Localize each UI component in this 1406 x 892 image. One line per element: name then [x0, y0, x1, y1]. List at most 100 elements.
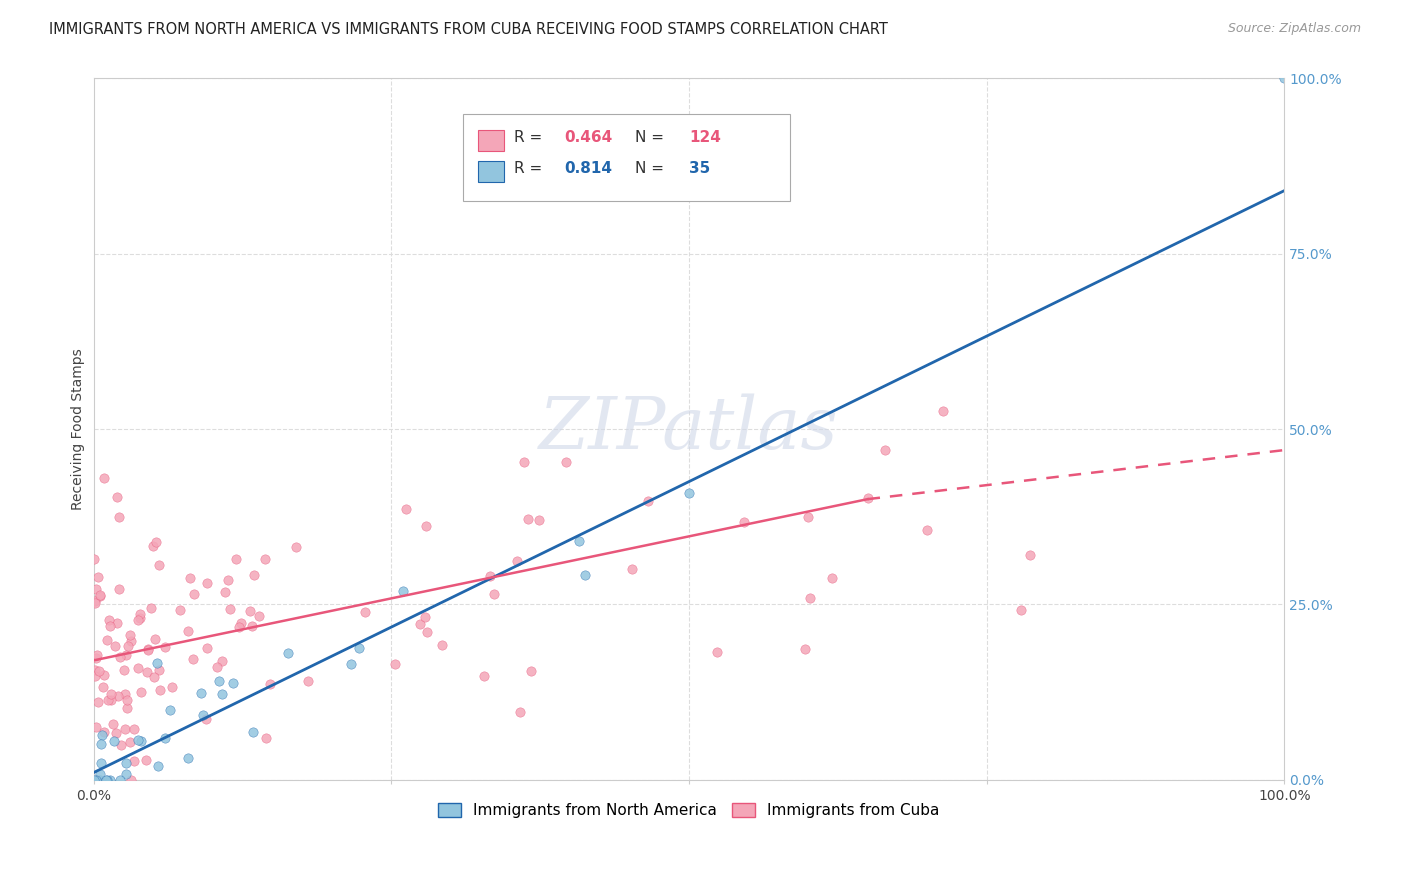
Text: 35: 35 — [689, 161, 710, 177]
Point — [104, 639, 127, 653]
Point — [96, 772, 118, 787]
Point — [91, 728, 114, 742]
Point — [474, 669, 496, 683]
Point — [89, 589, 111, 603]
Point — [506, 554, 529, 568]
Point — [105, 491, 128, 505]
Point — [225, 552, 247, 566]
Point — [148, 558, 170, 572]
Point — [797, 510, 820, 524]
Point — [177, 751, 200, 765]
Point — [254, 731, 277, 745]
Point — [107, 615, 129, 630]
Point — [94, 772, 117, 787]
Point — [120, 628, 142, 642]
Point — [127, 733, 149, 747]
Point — [128, 607, 150, 622]
Point — [135, 665, 157, 679]
Point — [1010, 602, 1032, 616]
Point — [93, 680, 115, 694]
Point — [84, 651, 107, 665]
Point — [214, 585, 236, 599]
Point — [409, 617, 432, 632]
Point — [143, 670, 166, 684]
Point — [117, 693, 139, 707]
Text: N =: N = — [636, 130, 669, 145]
Point — [430, 638, 453, 652]
Text: Source: ZipAtlas.com: Source: ZipAtlas.com — [1227, 22, 1361, 36]
Point — [86, 648, 108, 662]
Point — [129, 685, 152, 699]
Point — [84, 596, 107, 610]
Point — [103, 717, 125, 731]
Point — [87, 772, 110, 787]
Point — [259, 677, 281, 691]
Point — [384, 657, 406, 671]
Point — [706, 645, 728, 659]
FancyBboxPatch shape — [478, 129, 505, 151]
Point — [211, 687, 233, 701]
Point — [128, 611, 150, 625]
Point — [83, 663, 105, 677]
Point — [108, 509, 131, 524]
Y-axis label: Receiving Food Stamps: Receiving Food Stamps — [72, 348, 86, 510]
Point — [240, 619, 263, 633]
Point — [98, 619, 121, 633]
Point — [176, 624, 198, 639]
Point — [254, 552, 277, 566]
Point — [155, 640, 177, 654]
Text: 124: 124 — [689, 130, 721, 145]
Point — [516, 512, 538, 526]
Point — [340, 657, 363, 672]
Point — [97, 693, 120, 707]
Point — [127, 661, 149, 675]
Point — [509, 705, 531, 719]
Point — [87, 695, 110, 709]
Point — [195, 641, 218, 656]
Point — [222, 676, 245, 690]
Point — [103, 734, 125, 748]
Point — [520, 665, 543, 679]
Point — [89, 767, 111, 781]
Point — [277, 646, 299, 660]
Point — [114, 687, 136, 701]
Point — [353, 606, 375, 620]
Point — [181, 652, 204, 666]
Point — [115, 701, 138, 715]
Point — [183, 587, 205, 601]
Point — [733, 515, 755, 529]
Point — [127, 613, 149, 627]
Point — [97, 613, 120, 627]
Point — [229, 616, 252, 631]
Point — [513, 455, 536, 469]
Point — [135, 753, 157, 767]
Point — [347, 640, 370, 655]
Point — [148, 663, 170, 677]
Point — [799, 591, 821, 606]
Point — [117, 639, 139, 653]
Point — [84, 772, 107, 787]
Point — [1272, 71, 1295, 86]
Point — [932, 403, 955, 417]
Point — [89, 588, 111, 602]
Point — [159, 703, 181, 717]
Point — [242, 725, 264, 739]
Point — [87, 570, 110, 584]
Point — [115, 767, 138, 781]
Point — [84, 720, 107, 734]
Point — [856, 491, 879, 505]
Point — [416, 624, 439, 639]
Point — [96, 633, 118, 648]
Point — [107, 689, 129, 703]
Point — [415, 519, 437, 533]
Point — [146, 759, 169, 773]
Point — [193, 708, 215, 723]
Point — [105, 726, 128, 740]
Point — [114, 722, 136, 736]
Point — [90, 737, 112, 751]
Point — [141, 600, 163, 615]
Point — [98, 772, 121, 787]
Point — [93, 668, 115, 682]
Text: IMMIGRANTS FROM NORTH AMERICA VS IMMIGRANTS FROM CUBA RECEIVING FOOD STAMPS CORR: IMMIGRANTS FROM NORTH AMERICA VS IMMIGRA… — [49, 22, 889, 37]
Point — [84, 594, 107, 608]
